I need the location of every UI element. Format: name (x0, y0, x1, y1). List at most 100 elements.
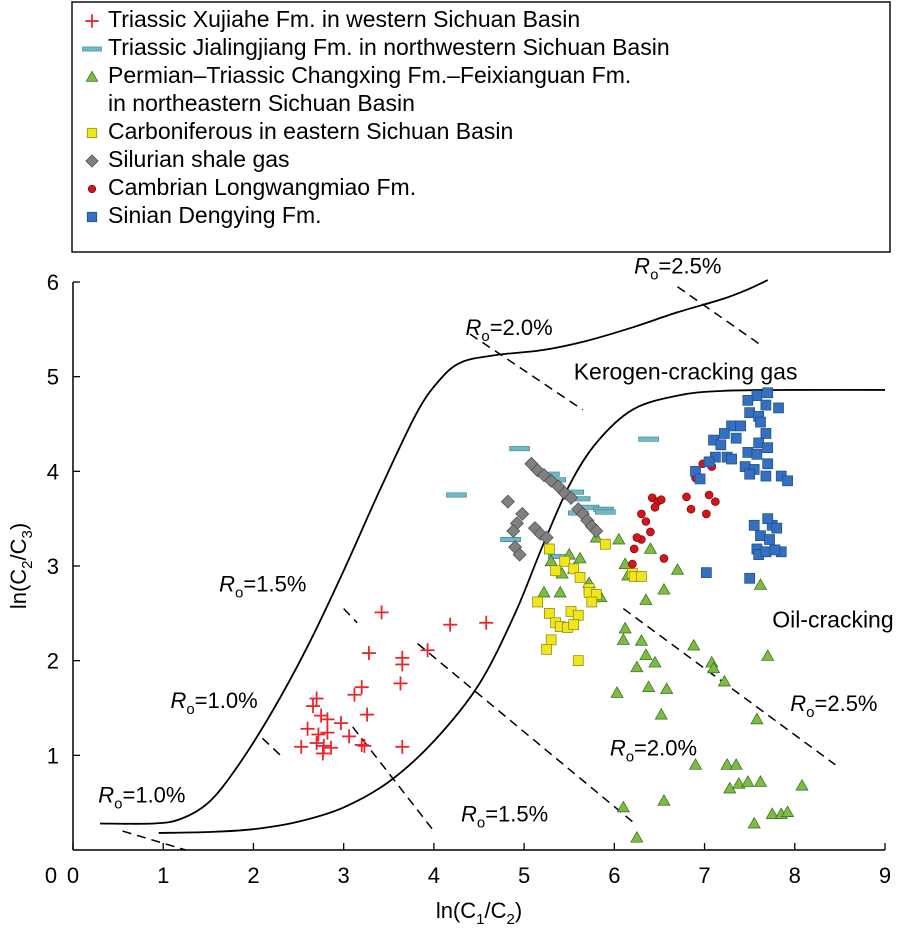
ro-isoline (343, 608, 358, 624)
data-point (500, 536, 521, 542)
legend-marker (86, 127, 98, 139)
legend-label: Permian–Triassic Changxing Fm.–Feixiangu… (108, 62, 631, 88)
data-point (730, 432, 742, 444)
region-label: Oil-cracking gas (772, 607, 900, 633)
data-point (320, 725, 335, 740)
y-axis-text: ln(C (6, 569, 31, 609)
ro-label-value: =2.5% (815, 691, 878, 716)
data-point (616, 800, 630, 813)
data-point (747, 816, 761, 829)
data-point (773, 402, 784, 414)
data-point (395, 657, 410, 672)
ro-label-value: =2.0% (490, 315, 553, 340)
ro-label-sub: o (114, 796, 122, 813)
data-point (732, 777, 746, 789)
ro-label-sub: o (650, 266, 658, 283)
data-point (703, 456, 715, 468)
data-point (639, 593, 653, 605)
data-point (704, 490, 714, 500)
series-4 (500, 456, 604, 562)
y-axis-text: ) (6, 523, 31, 530)
y-axis-subscript: 3 (19, 530, 36, 538)
x-axis-text: ln(C (436, 898, 476, 923)
data-point (764, 534, 775, 545)
data-point (595, 509, 616, 515)
data-point (748, 519, 760, 531)
data-point (354, 737, 369, 752)
y-tick-label: 2 (47, 649, 59, 674)
data-point (572, 609, 584, 621)
data-point (357, 738, 372, 753)
data-point (657, 582, 671, 595)
data-point (729, 758, 743, 770)
data-point (320, 712, 335, 727)
data-point (539, 530, 554, 545)
data-point (589, 523, 604, 538)
legend-label: Sinian Dengying Fm. (108, 202, 322, 228)
data-point (342, 729, 357, 744)
data-point (646, 527, 655, 537)
ro-label-r: R (465, 315, 481, 340)
data-point (760, 546, 772, 558)
data-point (294, 739, 309, 754)
data-point (630, 830, 644, 843)
data-point (744, 468, 756, 480)
data-point (573, 551, 587, 564)
y-tick-label: 5 (47, 365, 59, 390)
data-point (393, 676, 408, 691)
data-point (512, 547, 527, 562)
data-point (639, 648, 653, 660)
data-point (311, 727, 326, 742)
data-point (550, 565, 562, 577)
data-point (657, 794, 671, 806)
y-axis-label: ln(C2/C3) (6, 523, 36, 609)
data-point (648, 655, 662, 668)
data-point (682, 492, 691, 502)
data-point (769, 544, 781, 556)
legend-marker (87, 184, 97, 194)
data-point (420, 643, 435, 658)
data-point (760, 399, 772, 411)
data-point (771, 522, 783, 534)
data-point (506, 523, 521, 538)
legend-marker (85, 14, 99, 28)
data-point (634, 634, 649, 646)
legend-label: Triassic Jialingjiang Fm. in northwester… (108, 34, 670, 60)
data-point (650, 503, 660, 512)
legend-marker (85, 70, 99, 82)
data-point (761, 649, 775, 661)
data-point (500, 494, 515, 509)
data-point (314, 708, 329, 723)
legend-marker (85, 154, 99, 168)
x-axis-text: /C (485, 898, 507, 923)
data-point (751, 448, 763, 460)
data-point (300, 721, 315, 736)
x-tick-label: 4 (428, 863, 440, 888)
data-point (741, 775, 755, 787)
x-tick-label: 8 (789, 863, 801, 888)
data-point (395, 739, 410, 754)
ro-label-sub: o (806, 704, 814, 721)
data-point (780, 805, 795, 817)
ro-label-r: R (219, 572, 235, 597)
region-label: Kerogen-cracking gas (574, 359, 798, 385)
ro-label-r: R (790, 691, 806, 716)
ro-label-r: R (634, 253, 650, 278)
y-axis-subscript: 2 (19, 560, 36, 568)
x-tick-label: 7 (698, 863, 710, 888)
ro-label-value: =1.5% (243, 572, 306, 597)
data-point (744, 407, 756, 418)
data-point (715, 439, 727, 451)
data-point (755, 416, 766, 428)
ro-label-sub: o (626, 748, 634, 765)
data-point (720, 758, 734, 770)
ro-label-r: R (461, 802, 477, 827)
data-point (305, 699, 320, 714)
data-point (726, 453, 737, 465)
data-point (544, 543, 555, 555)
data-point (612, 532, 626, 545)
data-point (735, 420, 746, 432)
legend: Triassic Xujiahe Fm. in western Sichuan … (71, 1, 891, 253)
data-point (316, 738, 331, 753)
